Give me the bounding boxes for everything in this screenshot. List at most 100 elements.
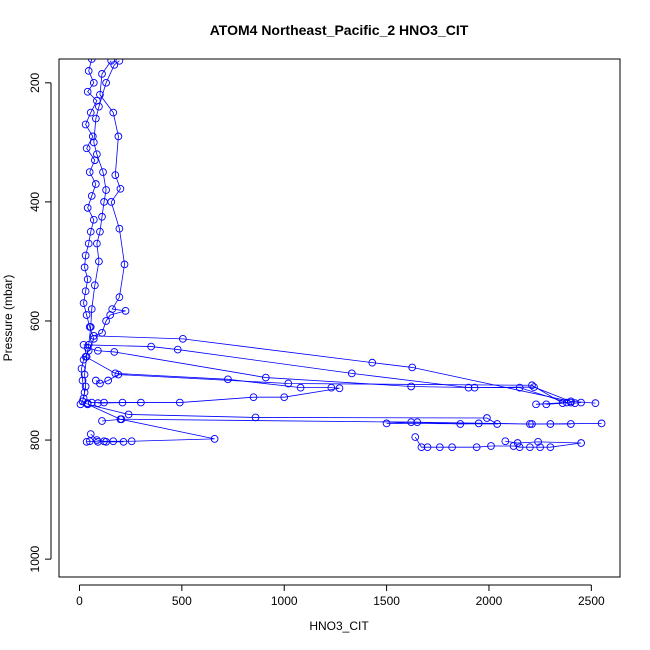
data-point	[536, 443, 545, 452]
data-point	[532, 400, 540, 409]
data-point	[175, 398, 184, 407]
series-line	[87, 347, 582, 404]
data-point	[528, 420, 536, 428]
data-point	[411, 433, 420, 441]
data-point	[81, 352, 90, 361]
data-point	[111, 171, 120, 179]
data-point	[456, 420, 465, 428]
data-point	[102, 186, 110, 194]
data-point	[515, 443, 524, 452]
data-point	[249, 393, 258, 402]
series-2	[79, 59, 145, 407]
data-point	[95, 102, 103, 111]
y-tick-label: 200	[28, 72, 42, 92]
data-point	[93, 150, 101, 159]
data-point	[487, 442, 495, 450]
data-point	[95, 257, 103, 266]
data-point	[89, 215, 98, 224]
data-point	[116, 184, 125, 193]
data-point	[82, 144, 91, 153]
data-point	[515, 383, 524, 392]
data-point	[224, 375, 232, 384]
data-point	[472, 443, 481, 452]
data-point	[94, 346, 102, 355]
data-point	[483, 414, 491, 422]
data-point	[114, 132, 123, 141]
data-point	[102, 317, 110, 325]
data-point	[87, 192, 96, 200]
data-point	[115, 224, 124, 233]
y-tick-label: 800	[28, 430, 42, 450]
data-point	[88, 132, 97, 141]
data-point	[296, 383, 305, 392]
data-point	[173, 345, 182, 354]
data-point	[79, 394, 88, 403]
data-point	[98, 417, 106, 425]
data-point	[98, 70, 106, 78]
data-point	[413, 418, 422, 427]
data-point	[470, 383, 479, 392]
data-point	[110, 348, 119, 356]
data-point	[116, 415, 125, 424]
data-point	[408, 363, 417, 372]
data-point	[99, 168, 107, 176]
data-point	[347, 369, 356, 378]
data-point	[83, 400, 92, 409]
data-point	[87, 305, 96, 313]
chart-title: ATOM4 Northeast_Pacific_2 HNO3_CIT	[210, 22, 469, 38]
data-point	[80, 388, 89, 397]
data-point	[83, 87, 92, 96]
data-point	[119, 437, 128, 446]
data-point	[124, 410, 133, 419]
series-line	[83, 60, 141, 403]
data-point	[118, 398, 127, 407]
data-point	[121, 307, 130, 315]
data-point	[106, 311, 115, 319]
series-7	[91, 370, 567, 409]
series-5	[83, 343, 585, 407]
data-point	[83, 204, 92, 212]
data-point	[513, 439, 522, 447]
data-point	[567, 420, 575, 428]
data-point	[93, 239, 101, 248]
data-point	[86, 323, 95, 331]
y-tick-label: 1000	[28, 545, 42, 572]
data-point	[84, 239, 93, 248]
data-point	[91, 114, 100, 123]
data-point	[115, 59, 124, 65]
x-tick-label: 500	[172, 594, 192, 608]
series-line	[85, 356, 340, 404]
data-point	[84, 67, 93, 75]
data-point	[82, 311, 91, 319]
data-point	[210, 435, 219, 443]
data-point	[89, 332, 98, 340]
data-point	[86, 227, 95, 236]
data-point	[104, 376, 112, 385]
data-point	[81, 120, 90, 129]
data-point	[96, 90, 104, 99]
x-tick-label: 2000	[476, 594, 503, 608]
data-point	[368, 358, 377, 367]
data-point	[107, 59, 116, 65]
x-axis-label: HNO3_CIT	[309, 619, 369, 633]
y-tick-label: 400	[28, 192, 42, 212]
data-point	[571, 399, 579, 407]
data-point	[86, 108, 95, 117]
data-point	[261, 373, 270, 382]
data-point	[335, 384, 344, 393]
series-line	[87, 403, 215, 442]
data-point	[81, 287, 90, 296]
data-point	[542, 400, 551, 409]
x-tick-label: 0	[76, 594, 83, 608]
data-point	[127, 437, 136, 446]
data-point	[98, 212, 106, 221]
data-point	[448, 443, 456, 452]
data-point	[558, 399, 567, 407]
series-10	[83, 400, 219, 446]
series-line	[93, 60, 596, 404]
series-line	[95, 374, 564, 405]
series-11	[82, 437, 128, 446]
data-point	[98, 329, 106, 337]
x-tick-label: 1000	[271, 594, 298, 608]
